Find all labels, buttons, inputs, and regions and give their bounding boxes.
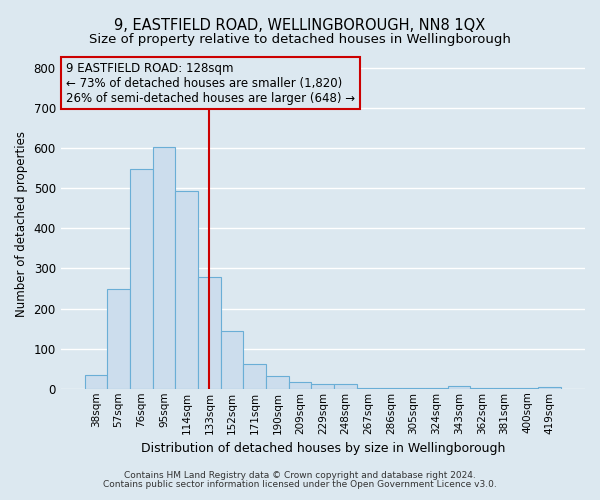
Bar bbox=[334, 384, 357, 389]
Text: Contains public sector information licensed under the Open Government Licence v3: Contains public sector information licen… bbox=[103, 480, 497, 489]
Bar bbox=[311, 384, 334, 389]
Bar bbox=[130, 169, 152, 389]
Bar bbox=[175, 191, 198, 389]
Text: 9 EASTFIELD ROAD: 128sqm
← 73% of detached houses are smaller (1,820)
26% of sem: 9 EASTFIELD ROAD: 128sqm ← 73% of detach… bbox=[66, 62, 355, 104]
Text: Contains HM Land Registry data © Crown copyright and database right 2024.: Contains HM Land Registry data © Crown c… bbox=[124, 471, 476, 480]
Bar bbox=[357, 388, 380, 389]
Bar bbox=[538, 387, 561, 389]
Bar bbox=[85, 374, 107, 389]
X-axis label: Distribution of detached houses by size in Wellingborough: Distribution of detached houses by size … bbox=[140, 442, 505, 455]
Bar bbox=[221, 332, 244, 389]
Text: 9, EASTFIELD ROAD, WELLINGBOROUGH, NN8 1QX: 9, EASTFIELD ROAD, WELLINGBOROUGH, NN8 1… bbox=[115, 18, 485, 32]
Bar bbox=[448, 386, 470, 389]
Bar bbox=[289, 382, 311, 389]
Y-axis label: Number of detached properties: Number of detached properties bbox=[15, 132, 28, 318]
Bar bbox=[266, 376, 289, 389]
Bar bbox=[152, 148, 175, 389]
Bar bbox=[380, 388, 402, 389]
Bar bbox=[244, 364, 266, 389]
Bar bbox=[198, 278, 221, 389]
Text: Size of property relative to detached houses in Wellingborough: Size of property relative to detached ho… bbox=[89, 32, 511, 46]
Bar bbox=[107, 290, 130, 389]
